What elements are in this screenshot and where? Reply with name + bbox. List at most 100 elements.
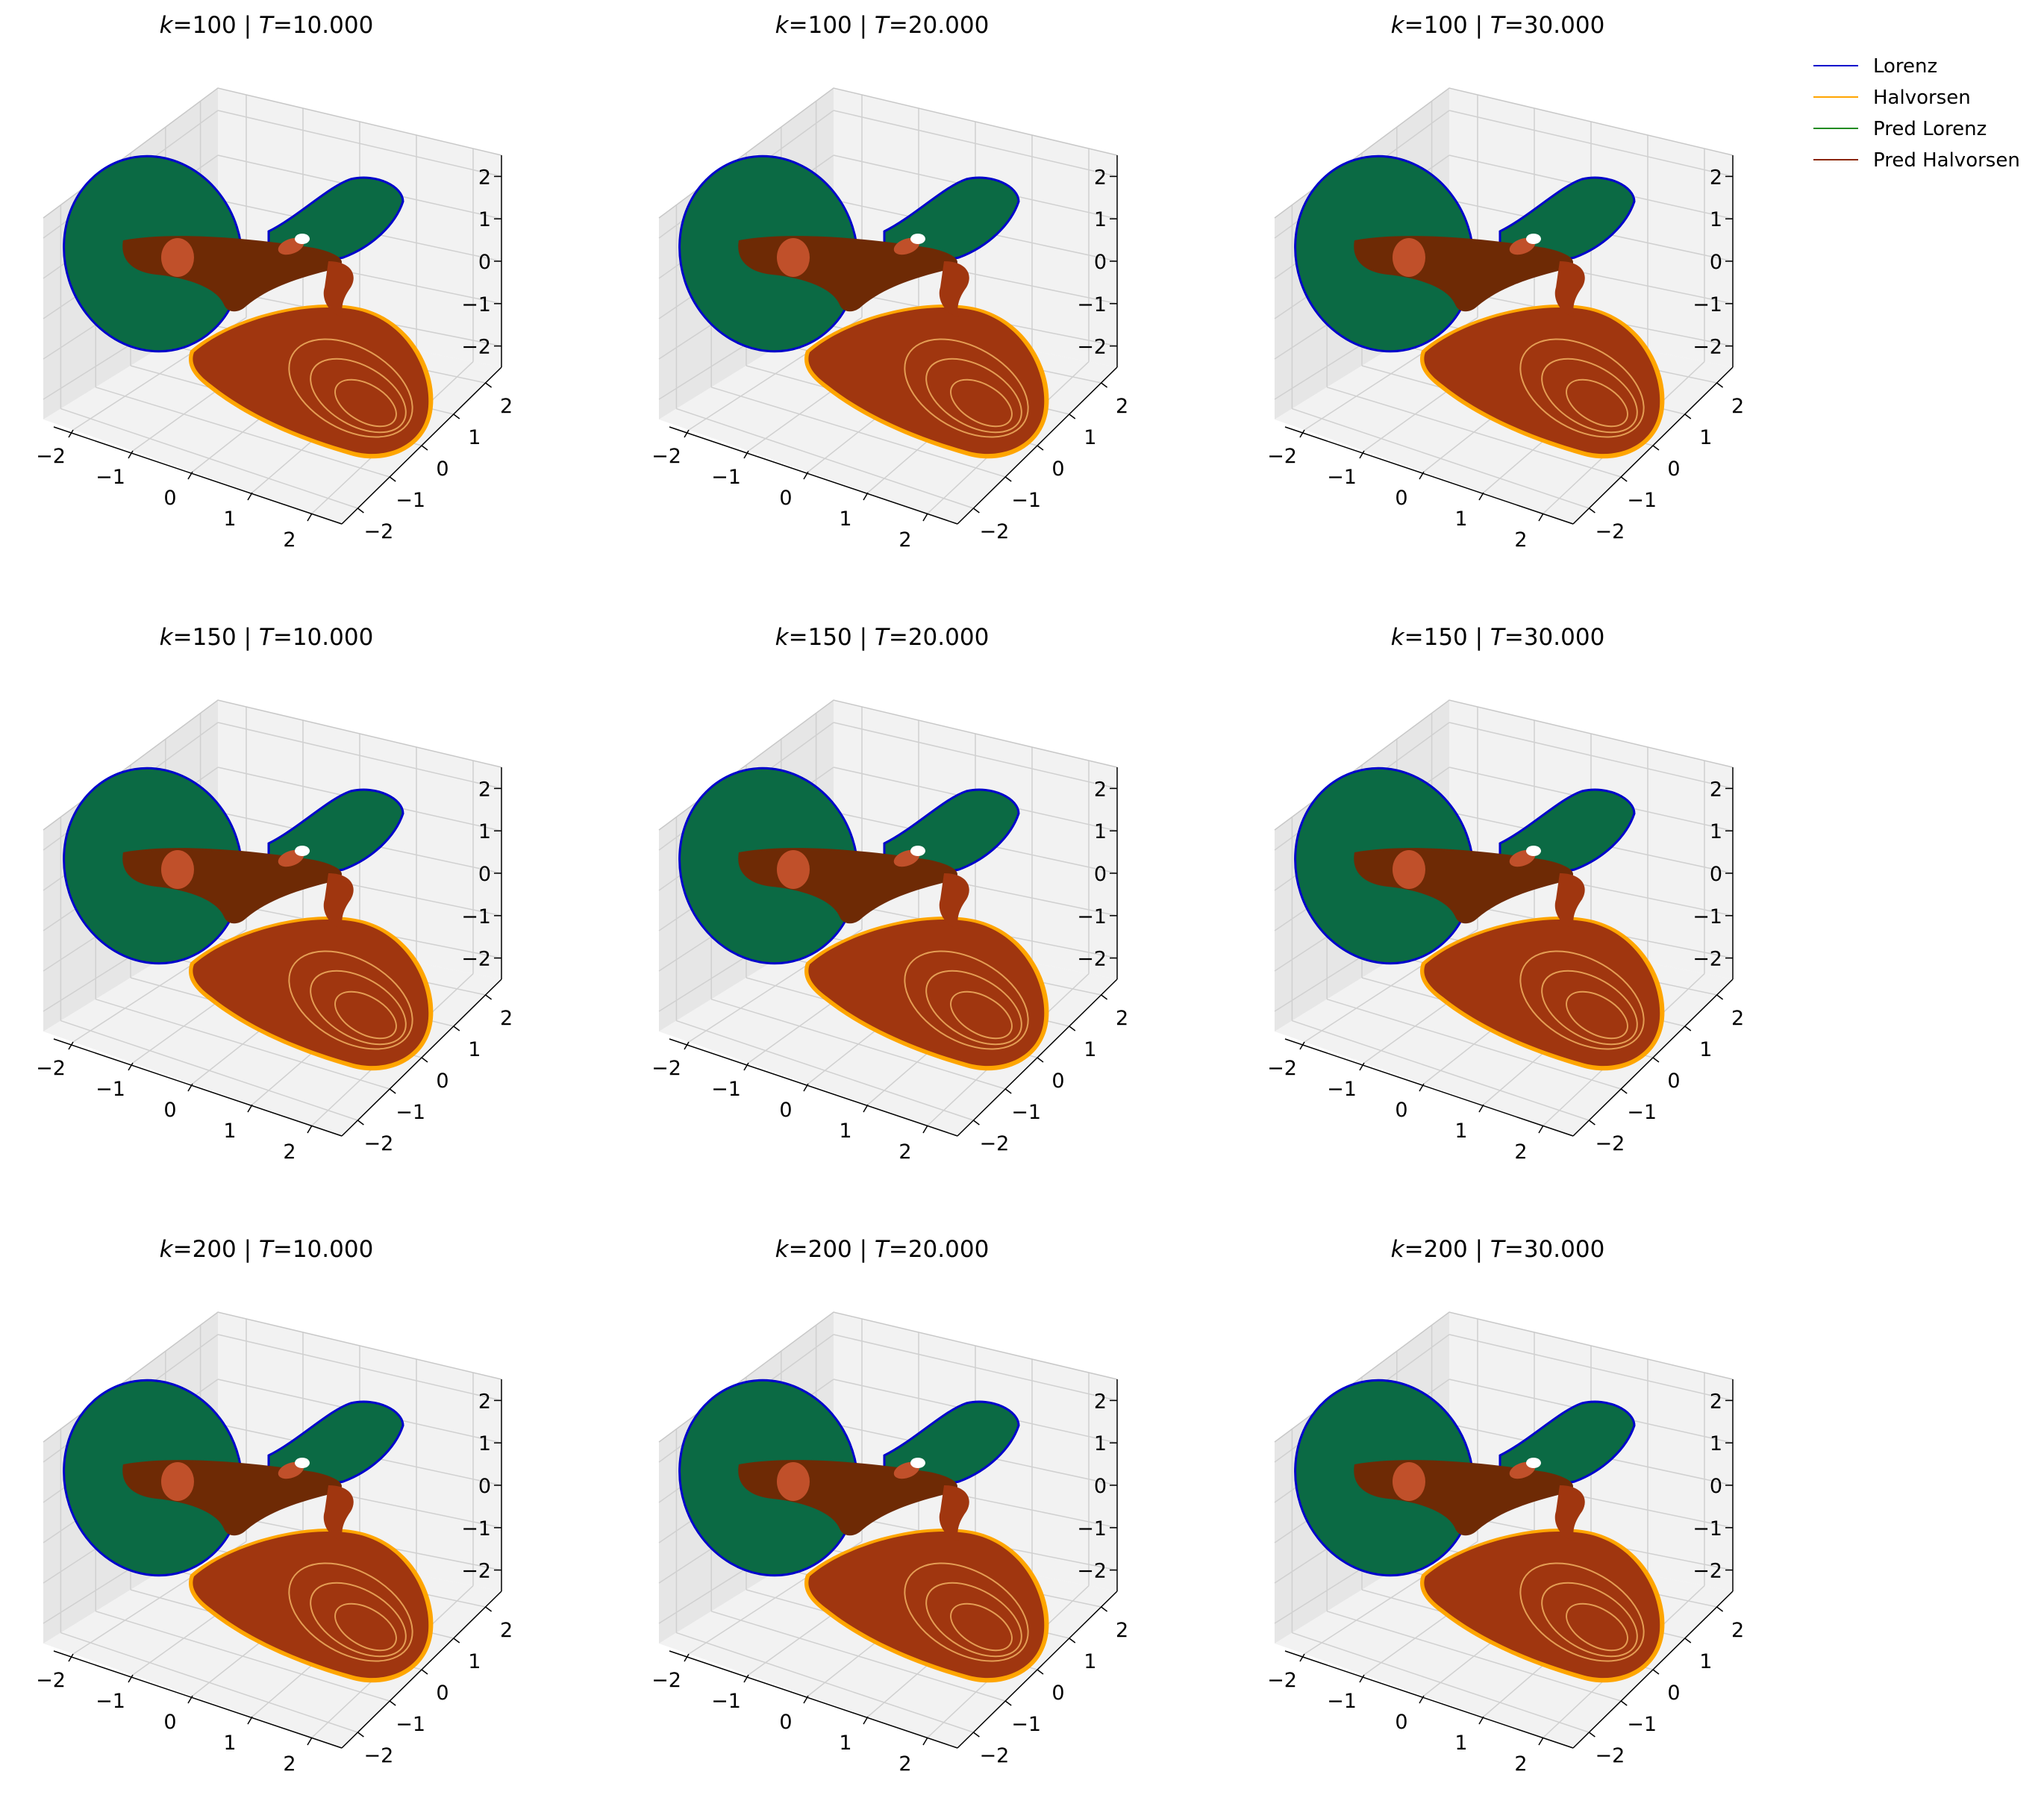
title-k-value: =200 | xyxy=(173,1236,259,1263)
y-tick-label: 0 xyxy=(436,1682,449,1705)
x-tick xyxy=(1538,513,1544,522)
title-k-value: =100 | xyxy=(1404,12,1490,39)
x-tick-label: 1 xyxy=(839,1120,851,1143)
title-k-symbol: k xyxy=(775,12,790,39)
y-tick xyxy=(1037,445,1044,451)
series-halvorsen-ring xyxy=(950,1602,1013,1652)
title-t-value: =30.000 xyxy=(1504,624,1604,651)
x-tick xyxy=(128,1674,134,1683)
y-tick-label: −2 xyxy=(363,1132,393,1155)
x-tick xyxy=(803,1695,809,1704)
gridline xyxy=(1448,110,1734,178)
y-tick xyxy=(389,1088,396,1094)
series-halvorsen-ring xyxy=(334,378,397,428)
z-tick-label: −2 xyxy=(1077,948,1107,971)
x-axis-line xyxy=(1284,426,1574,525)
x-tick xyxy=(128,450,134,459)
y-tick-label: −2 xyxy=(1595,1132,1625,1155)
subplot-title: k=100 | T=10.000 xyxy=(160,12,374,39)
x-tick xyxy=(307,1125,313,1134)
title-k-value: =100 | xyxy=(789,12,875,39)
y-tick xyxy=(1069,1026,1076,1031)
subplot-title: k=150 | T=10.000 xyxy=(160,624,374,651)
title-t-value: =10.000 xyxy=(273,624,373,651)
series-halvorsen-ring xyxy=(1541,1582,1638,1658)
series-halvorsen-ring xyxy=(288,338,413,438)
z-tick-label: −2 xyxy=(1077,1560,1107,1583)
x-tick xyxy=(247,492,253,501)
x-tick-label: −1 xyxy=(96,1078,125,1101)
title-k-value: =150 | xyxy=(1404,624,1490,651)
y-tick-label: 2 xyxy=(1116,1619,1128,1642)
y-tick xyxy=(1652,1057,1660,1063)
series-halvorsen-tail xyxy=(323,261,354,317)
series-gap xyxy=(910,234,925,244)
x-axis-line xyxy=(669,426,958,525)
z-tick-label: 1 xyxy=(478,1432,491,1455)
z-tick-label: 2 xyxy=(478,166,491,189)
title-t-symbol: T xyxy=(1490,624,1506,651)
legend-label: Lorenz xyxy=(1873,55,1937,78)
series-halvorsen-tail xyxy=(939,1485,969,1541)
y-tick xyxy=(1684,1026,1692,1031)
x-tick-label: 0 xyxy=(163,1099,176,1122)
y-tick xyxy=(389,476,396,482)
legend-label: Halvorsen xyxy=(1873,87,1971,109)
x-tick-label: −1 xyxy=(1327,1690,1357,1713)
y-tick xyxy=(421,1669,428,1675)
series-halvorsen-ring xyxy=(1566,1602,1628,1652)
subplot-title: k=200 | T=10.000 xyxy=(160,1236,374,1263)
title-k-value: =200 | xyxy=(789,1236,875,1263)
y-tick xyxy=(1620,476,1628,482)
z-tick-label: 0 xyxy=(1094,251,1107,274)
x-tick xyxy=(1538,1737,1544,1746)
x-tick xyxy=(863,1716,869,1725)
y-tick-label: 0 xyxy=(436,458,449,481)
title-k-symbol: k xyxy=(160,1236,174,1263)
y-tick-label: 2 xyxy=(1116,1007,1128,1030)
y-tick-label: 2 xyxy=(1731,1619,1744,1642)
y-tick xyxy=(1588,1120,1595,1126)
x-tick-label: 2 xyxy=(283,1140,296,1164)
x-tick-label: 1 xyxy=(1454,508,1467,531)
series-gap xyxy=(1526,1458,1541,1468)
x-tick xyxy=(684,1653,690,1662)
x-tick-label: −2 xyxy=(651,1057,681,1080)
y-tick xyxy=(1004,1700,1012,1706)
y-tick xyxy=(1069,413,1076,419)
x-tick-label: 1 xyxy=(1454,1120,1467,1143)
gridline xyxy=(217,110,502,178)
y-tick-label: −1 xyxy=(1627,1101,1657,1124)
y-tick-label: −1 xyxy=(1627,489,1657,512)
series-halvorsen-ring xyxy=(950,378,1013,428)
x-tick-label: 0 xyxy=(1395,1099,1407,1122)
x-tick xyxy=(922,513,928,522)
x-tick-label: −1 xyxy=(96,1690,125,1713)
z-tick-label: 1 xyxy=(1710,1432,1722,1455)
subplot-title: k=150 | T=30.000 xyxy=(1391,624,1605,651)
y-tick-label: 2 xyxy=(1731,395,1744,418)
title-k-value: =150 | xyxy=(173,624,259,651)
y-tick xyxy=(389,1700,396,1706)
x-tick xyxy=(1299,429,1305,438)
y-tick xyxy=(453,413,460,419)
y-tick xyxy=(1004,476,1012,482)
x-tick-label: −2 xyxy=(1267,445,1297,468)
y-tick xyxy=(972,1732,980,1738)
series-highlight xyxy=(161,1462,194,1501)
x-tick xyxy=(1478,492,1484,501)
y-tick xyxy=(421,1057,428,1063)
title-k-value: =200 | xyxy=(1404,1236,1490,1263)
gridline xyxy=(1448,1334,1734,1402)
z-tick-label: −2 xyxy=(461,336,491,359)
z-tick-label: 1 xyxy=(1094,1432,1107,1455)
z-tick-label: 1 xyxy=(478,820,491,843)
y-tick-label: 1 xyxy=(1699,1650,1712,1673)
x-tick xyxy=(1299,1653,1305,1662)
z-tick-label: −1 xyxy=(461,1517,491,1541)
title-k-symbol: k xyxy=(160,624,174,651)
y-tick-label: 1 xyxy=(468,426,481,449)
x-tick-label: −2 xyxy=(1267,1669,1297,1692)
